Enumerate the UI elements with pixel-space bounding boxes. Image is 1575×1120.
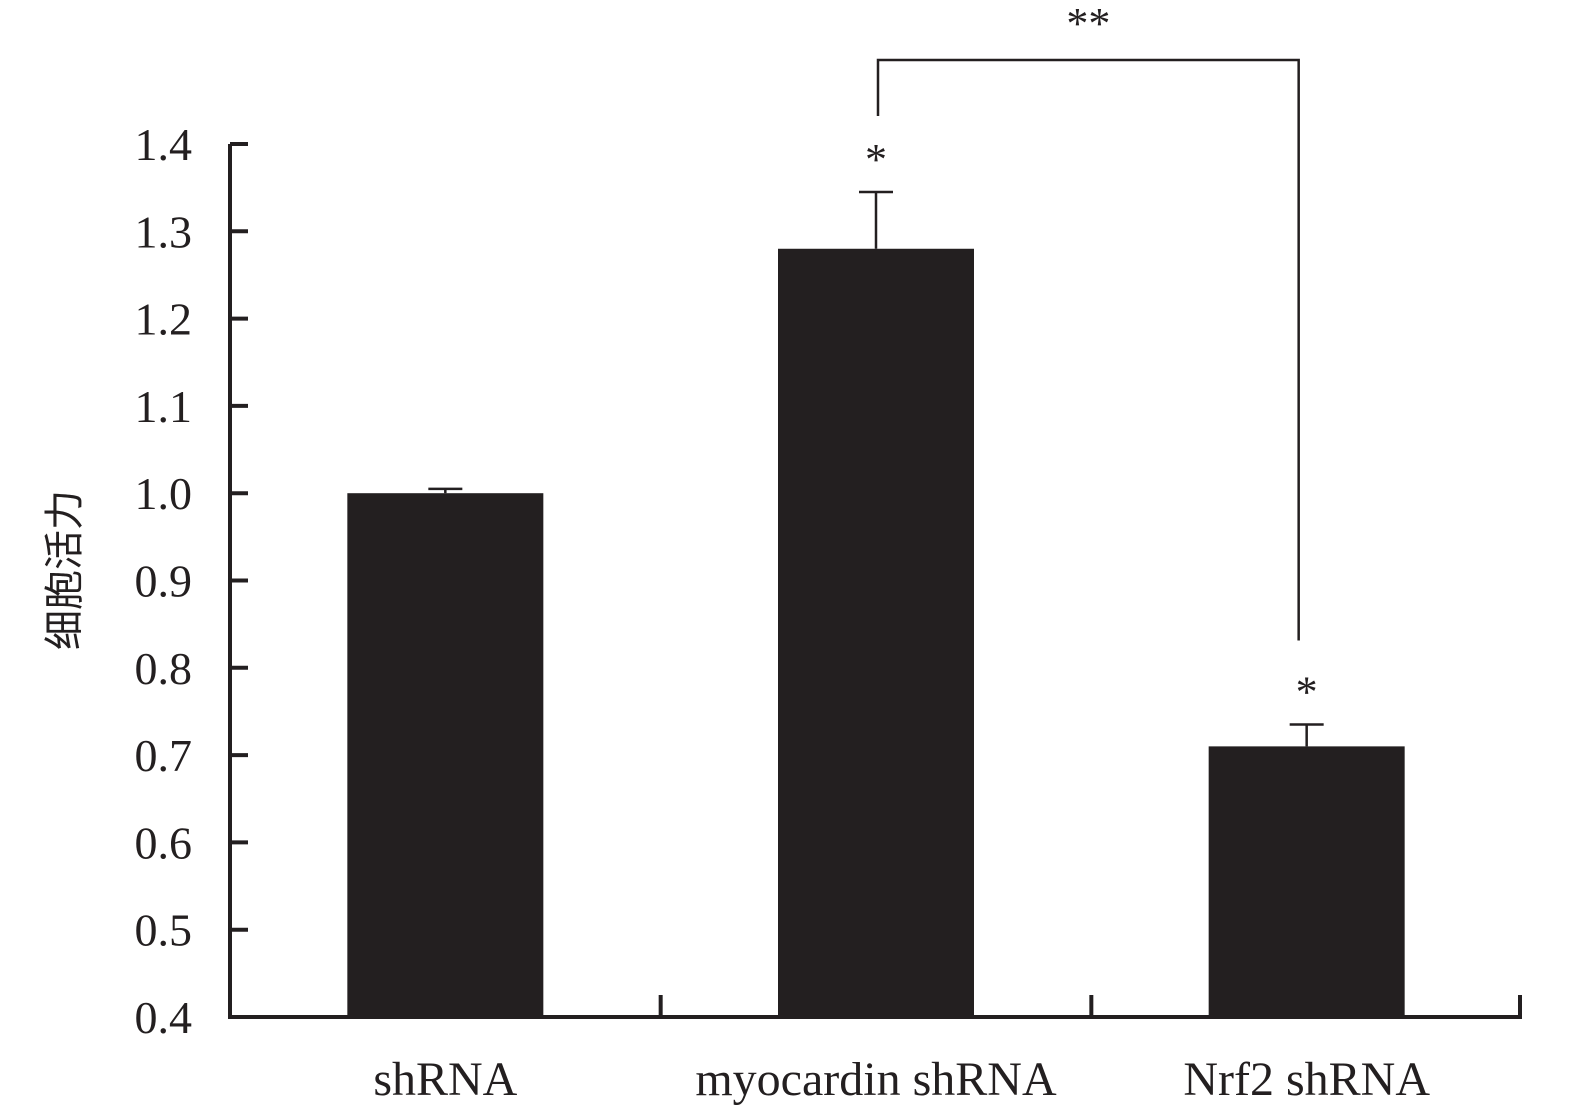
- bar: [1208, 746, 1405, 1017]
- significance-marks: **: [865, 135, 1318, 717]
- y-tick-label: 1.2: [135, 294, 193, 345]
- significance-star: *: [865, 135, 887, 184]
- y-tick-label: 0.5: [135, 905, 193, 956]
- x-category-label: myocardin shRNA: [695, 1053, 1057, 1106]
- y-tick-label: 1.1: [135, 381, 193, 432]
- x-category-label: Nrf2 shRNA: [1183, 1053, 1430, 1106]
- y-tick-label: 1.3: [135, 206, 193, 257]
- comparison-bracket: **: [876, 0, 1300, 641]
- y-tick-label: 0.8: [135, 643, 193, 694]
- bar: [347, 493, 544, 1017]
- y-axis-label: 细胞活力: [42, 490, 87, 650]
- significance-star: *: [1296, 668, 1318, 717]
- comparison-bracket-line: [876, 58, 1300, 641]
- y-tick-label: 1.4: [135, 119, 193, 170]
- y-tick-label: 0.6: [135, 817, 193, 868]
- bar: [778, 248, 974, 1017]
- error-bars: [428, 190, 1324, 747]
- y-ticks: 0.4 0.5 0.6 0.7 0.8 0.9 1.0 1.1 1.2 1.3 1.4: [135, 119, 248, 1043]
- y-tick-label: 1.0: [135, 468, 193, 519]
- bars: [347, 248, 1405, 1017]
- x-category-label: shRNA: [373, 1053, 517, 1106]
- y-tick-label: 0.7: [135, 730, 193, 781]
- y-tick-label: 0.9: [135, 556, 193, 607]
- comparison-significance-label: **: [1066, 0, 1110, 48]
- category-labels: shRNA myocardin shRNA Nrf2 shRNA: [373, 1053, 1430, 1106]
- x-ticks: [658, 995, 1522, 1017]
- y-tick-label: 0.4: [135, 992, 193, 1043]
